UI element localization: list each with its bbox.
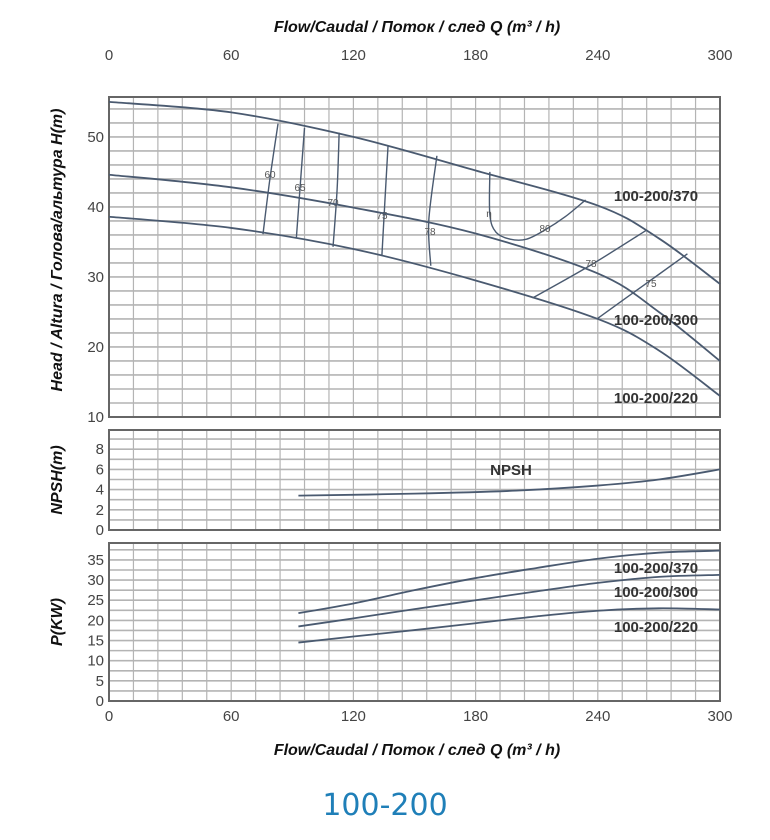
curve-label: NPSH [490, 462, 532, 479]
y-tick-label: 40 [87, 199, 104, 216]
y-tick-label: 10 [87, 409, 104, 426]
x-tick-label: 0 [105, 708, 113, 725]
x-tick-label: 300 [707, 47, 732, 64]
x-tick-label: 60 [223, 708, 240, 725]
y-tick-label: 5 [96, 673, 104, 690]
y-tick-label: 35 [87, 552, 104, 569]
curve-label: 100-200/370 [614, 560, 698, 577]
efficiency-label: 75 [376, 211, 388, 222]
curve-100-200/300 [298, 573, 721, 628]
x-tick-label: 180 [463, 47, 488, 64]
plot-frame [108, 542, 721, 702]
x-axis-title-bottom: Flow/Caudal / Поток / след Q (m³ / h) [274, 742, 560, 759]
panel-power: 0 5 10 15 20 25 30 35 0 60 120 180 240 300 100-200/370… [87, 542, 733, 725]
efficiency-label: 60 [264, 170, 276, 181]
y-tick-label: 0 [96, 693, 104, 710]
y-tick-label: 30 [87, 269, 104, 286]
efficiency-symbol: η [486, 209, 492, 220]
y-tick-label: 50 [87, 129, 104, 146]
y-axis-title-head: Head / Altura / Голова/альтура H(m) [49, 109, 66, 392]
efficiency-line-65 [295, 127, 306, 238]
efficiency-line-75 [381, 145, 389, 256]
panel-npsh: 0 2 4 6 8 NPSH [96, 429, 721, 539]
y-tick-label: 6 [96, 461, 104, 478]
y-tick-label: 20 [87, 339, 104, 356]
y-tick-label: 0 [96, 522, 104, 539]
efficiency-line-80 [488, 171, 587, 241]
efficiency-label: 80 [539, 224, 551, 235]
efficiency-line-78 [427, 155, 438, 266]
x-tick-label: 120 [341, 47, 366, 64]
efficiency-label: 65 [294, 183, 306, 194]
y-tick-label: 2 [96, 502, 104, 519]
curve-100-200/220 [108, 215, 721, 397]
curve-100-200/370 [298, 549, 721, 615]
x-axis-title-top: Flow/Caudal / Поток / след Q (m³ / h) [274, 19, 560, 36]
efficiency-label: 78 [585, 259, 597, 270]
plot-frame [108, 96, 721, 418]
x-tick-label: 240 [585, 47, 610, 64]
x-tick-label: 60 [223, 47, 240, 64]
curve-label: 100-200/370 [614, 188, 698, 205]
curve-label: 100-200/220 [614, 390, 698, 407]
y-tick-label: 15 [87, 633, 104, 650]
x-tick-label: 300 [707, 708, 732, 725]
y-tick-label: 4 [96, 482, 104, 499]
curve-label: 100-200/220 [614, 619, 698, 636]
y-tick-label: 8 [96, 441, 104, 458]
efficiency-line-75 [597, 253, 688, 319]
plot-frame [108, 429, 721, 531]
curve-NPSH [298, 468, 721, 497]
efficiency-label: 78 [424, 227, 436, 238]
y-tick-label: 30 [87, 572, 104, 589]
efficiency-line-70 [332, 132, 340, 247]
y-tick-label: 20 [87, 612, 104, 629]
model-title: 100-200 [322, 788, 447, 823]
y-tick-label: 10 [87, 653, 104, 670]
y-axis-title-power: P(KW) [49, 598, 66, 646]
y-tick-label: 25 [87, 592, 104, 609]
curve-100-200/370 [108, 101, 721, 285]
x-tick-label: 120 [341, 708, 366, 725]
efficiency-line-60 [262, 123, 279, 235]
x-tick-label: 180 [463, 708, 488, 725]
y-axis-title-npsh: NPSH(m) [49, 445, 66, 514]
curve-100-200/300 [108, 173, 721, 362]
x-tick-label: 240 [585, 708, 610, 725]
curve-100-200/220 [298, 607, 721, 644]
x-tick-label: 0 [105, 47, 113, 64]
efficiency-label: 75 [645, 279, 657, 290]
efficiency-line-78 [532, 229, 648, 299]
curve-label: 100-200/300 [614, 584, 698, 601]
curve-label: 100-200/300 [614, 312, 698, 329]
